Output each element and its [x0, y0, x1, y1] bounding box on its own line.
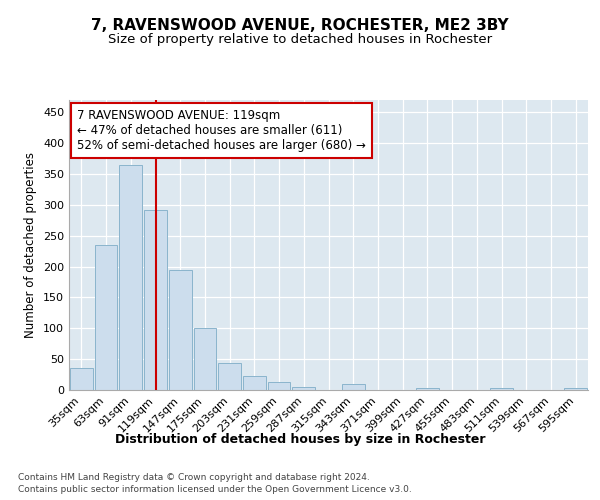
Bar [70, 368, 93, 390]
Text: 7, RAVENSWOOD AVENUE, ROCHESTER, ME2 3BY: 7, RAVENSWOOD AVENUE, ROCHESTER, ME2 3BY [91, 18, 509, 32]
Bar [95, 245, 118, 390]
Bar [119, 165, 142, 390]
Bar [268, 382, 290, 390]
Text: 7 RAVENSWOOD AVENUE: 119sqm
← 47% of detached houses are smaller (611)
52% of se: 7 RAVENSWOOD AVENUE: 119sqm ← 47% of det… [77, 108, 365, 152]
Bar [144, 210, 167, 390]
Text: Contains HM Land Registry data © Crown copyright and database right 2024.: Contains HM Land Registry data © Crown c… [18, 472, 370, 482]
Bar [243, 376, 266, 390]
Text: Distribution of detached houses by size in Rochester: Distribution of detached houses by size … [115, 432, 485, 446]
Bar [342, 384, 365, 390]
Bar [564, 388, 587, 390]
Text: Size of property relative to detached houses in Rochester: Size of property relative to detached ho… [108, 32, 492, 46]
Y-axis label: Number of detached properties: Number of detached properties [25, 152, 37, 338]
Bar [416, 388, 439, 390]
Bar [194, 328, 216, 390]
Text: Contains public sector information licensed under the Open Government Licence v3: Contains public sector information licen… [18, 485, 412, 494]
Bar [169, 270, 191, 390]
Bar [292, 387, 315, 390]
Bar [218, 364, 241, 390]
Bar [490, 388, 513, 390]
